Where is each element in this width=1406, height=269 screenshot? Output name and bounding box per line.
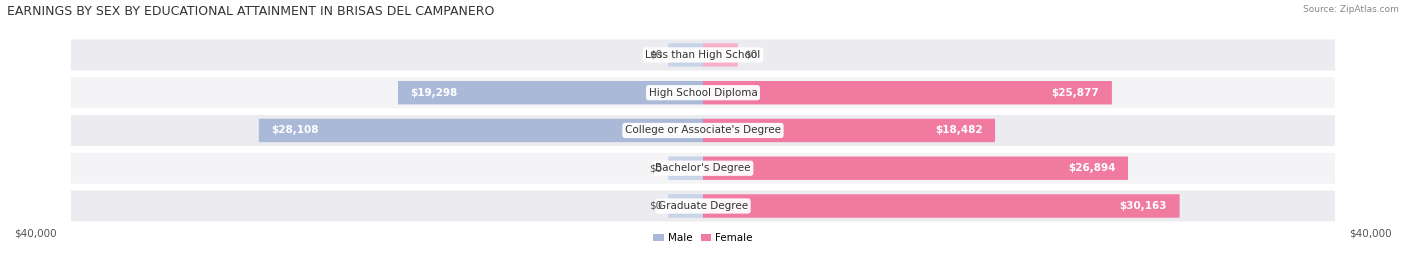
FancyBboxPatch shape — [703, 157, 1128, 180]
FancyBboxPatch shape — [259, 119, 703, 142]
FancyBboxPatch shape — [668, 157, 703, 180]
FancyBboxPatch shape — [70, 40, 1336, 70]
FancyBboxPatch shape — [668, 43, 703, 67]
Text: $40,000: $40,000 — [1350, 229, 1392, 239]
FancyBboxPatch shape — [70, 153, 1336, 184]
Text: $28,108: $28,108 — [271, 125, 319, 136]
FancyBboxPatch shape — [703, 194, 1180, 218]
Text: High School Diploma: High School Diploma — [648, 88, 758, 98]
FancyBboxPatch shape — [703, 43, 738, 67]
Text: $0: $0 — [648, 163, 662, 173]
Text: $30,163: $30,163 — [1119, 201, 1167, 211]
Text: $25,877: $25,877 — [1052, 88, 1099, 98]
Text: $0: $0 — [648, 50, 662, 60]
Text: $18,482: $18,482 — [935, 125, 983, 136]
FancyBboxPatch shape — [70, 115, 1336, 146]
FancyBboxPatch shape — [668, 194, 703, 218]
Text: $26,894: $26,894 — [1067, 163, 1115, 173]
Text: $40,000: $40,000 — [14, 229, 56, 239]
FancyBboxPatch shape — [703, 119, 995, 142]
FancyBboxPatch shape — [70, 77, 1336, 108]
Text: Bachelor's Degree: Bachelor's Degree — [655, 163, 751, 173]
FancyBboxPatch shape — [70, 190, 1336, 221]
Text: EARNINGS BY SEX BY EDUCATIONAL ATTAINMENT IN BRISAS DEL CAMPANERO: EARNINGS BY SEX BY EDUCATIONAL ATTAINMEN… — [7, 5, 495, 18]
Text: $0: $0 — [744, 50, 758, 60]
Text: $19,298: $19,298 — [411, 88, 458, 98]
Legend: Male, Female: Male, Female — [650, 229, 756, 247]
Text: Graduate Degree: Graduate Degree — [658, 201, 748, 211]
Text: Less than High School: Less than High School — [645, 50, 761, 60]
Text: College or Associate's Degree: College or Associate's Degree — [626, 125, 780, 136]
FancyBboxPatch shape — [703, 81, 1112, 104]
Text: $0: $0 — [648, 201, 662, 211]
FancyBboxPatch shape — [398, 81, 703, 104]
Text: Source: ZipAtlas.com: Source: ZipAtlas.com — [1303, 5, 1399, 14]
